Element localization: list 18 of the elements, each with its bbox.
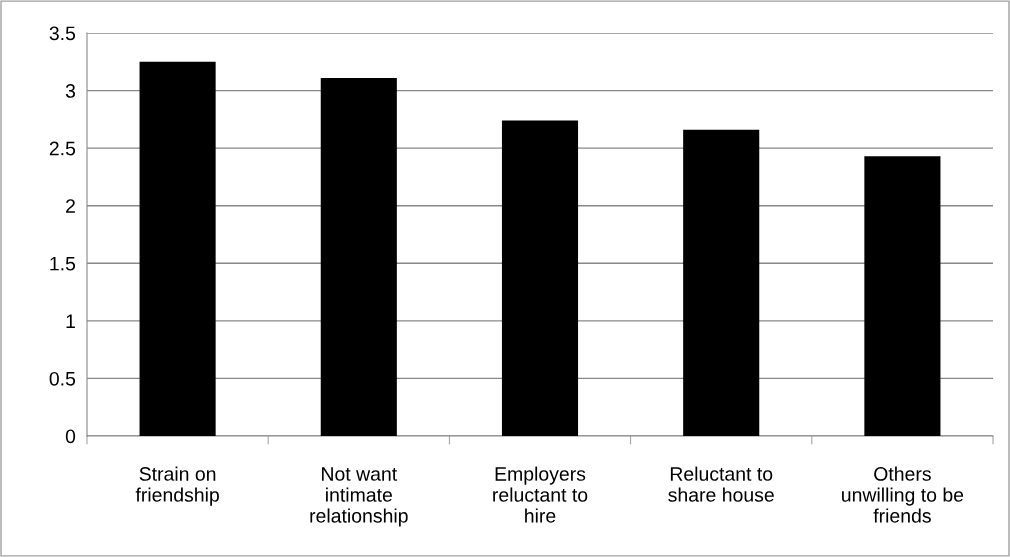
y-tick-label: 3.5 bbox=[49, 26, 76, 41]
bar bbox=[501, 120, 579, 436]
x-tick-label: Reluctant to share house bbox=[668, 466, 774, 502]
x-tick-label: Others unwilling to be friends bbox=[842, 466, 964, 523]
y-tick-label: 2.5 bbox=[49, 141, 76, 156]
bar bbox=[139, 61, 216, 436]
y-tick-label: 3 bbox=[65, 84, 76, 98]
x-tick-label: Not want intimate relationship bbox=[310, 467, 408, 527]
bar bbox=[683, 129, 760, 436]
y-tick-label: 1.5 bbox=[50, 256, 76, 271]
y-tick-label: 0 bbox=[65, 429, 76, 444]
y-tick-label: 1 bbox=[66, 314, 75, 328]
bar bbox=[320, 77, 397, 436]
y-tick-label: 0.5 bbox=[49, 371, 76, 386]
y-tick-label: 2 bbox=[66, 199, 75, 213]
x-tick-label: Employers reluctant to hire bbox=[493, 466, 588, 523]
bar bbox=[864, 156, 941, 436]
x-tick-label: Strain on friendship bbox=[135, 466, 219, 506]
